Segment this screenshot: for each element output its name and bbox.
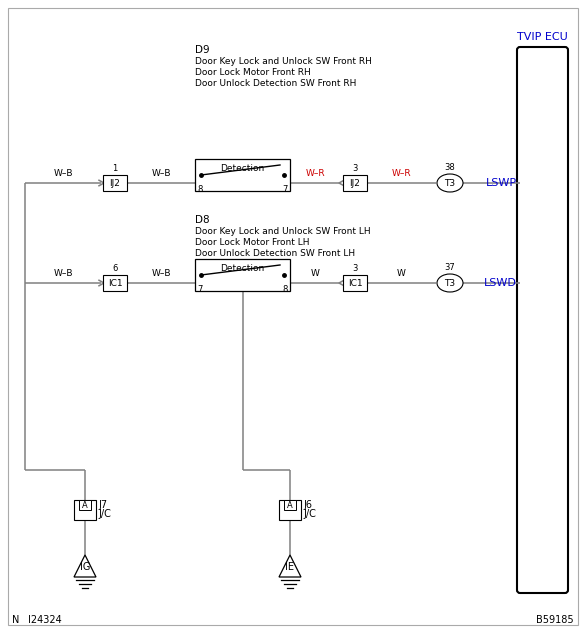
- Text: 8: 8: [197, 185, 202, 194]
- Text: W–R: W–R: [391, 169, 411, 178]
- Text: LSWD: LSWD: [484, 278, 517, 288]
- Text: W: W: [397, 269, 406, 278]
- Text: LSWP: LSWP: [486, 178, 517, 188]
- Text: Door Lock Motor Front RH: Door Lock Motor Front RH: [195, 68, 311, 77]
- Text: IJ2: IJ2: [350, 179, 360, 187]
- Text: W: W: [311, 269, 320, 278]
- Text: T3: T3: [444, 179, 455, 187]
- Text: A: A: [287, 501, 293, 510]
- Bar: [343, 275, 367, 291]
- Text: D8: D8: [195, 215, 210, 225]
- Text: T3: T3: [444, 279, 455, 287]
- Text: Door Key Lock and Unlock SW Front RH: Door Key Lock and Unlock SW Front RH: [195, 57, 372, 66]
- Text: Detection: Detection: [220, 264, 265, 273]
- Bar: [343, 175, 367, 191]
- Text: W–B: W–B: [151, 269, 171, 278]
- Text: IC1: IC1: [347, 279, 362, 287]
- Text: Detection: Detection: [220, 164, 265, 173]
- Bar: [74, 500, 96, 520]
- Text: W–R: W–R: [306, 169, 325, 178]
- FancyBboxPatch shape: [517, 47, 568, 593]
- Text: 7: 7: [197, 285, 202, 294]
- Bar: [79, 500, 91, 510]
- Text: 3: 3: [352, 264, 357, 273]
- Text: Door Unlock Detection SW Front LH: Door Unlock Detection SW Front LH: [195, 249, 355, 258]
- Text: J6: J6: [303, 500, 312, 510]
- Text: 37: 37: [445, 263, 455, 272]
- Text: IE: IE: [285, 562, 295, 572]
- Text: Door Key Lock and Unlock SW Front LH: Door Key Lock and Unlock SW Front LH: [195, 227, 370, 236]
- Ellipse shape: [437, 174, 463, 192]
- Text: J7: J7: [98, 500, 107, 510]
- Bar: [195, 259, 290, 291]
- Text: Door Unlock Detection SW Front RH: Door Unlock Detection SW Front RH: [195, 79, 356, 88]
- Text: TVIP ECU: TVIP ECU: [517, 32, 568, 42]
- Text: IG: IG: [80, 562, 90, 572]
- Text: 38: 38: [445, 163, 455, 172]
- Bar: [284, 500, 296, 510]
- Text: D9: D9: [195, 45, 210, 55]
- Text: 8: 8: [282, 285, 288, 294]
- Text: A: A: [82, 501, 88, 510]
- Bar: [103, 275, 127, 291]
- Text: 7: 7: [282, 185, 288, 194]
- Bar: [195, 159, 290, 191]
- Text: Door Lock Motor Front LH: Door Lock Motor Front LH: [195, 238, 309, 247]
- Text: W–B: W–B: [53, 269, 73, 278]
- Text: 3: 3: [352, 164, 357, 173]
- Text: I24324: I24324: [28, 615, 62, 625]
- Text: J/C: J/C: [98, 509, 111, 519]
- Text: N: N: [12, 615, 19, 625]
- Text: 1: 1: [113, 164, 118, 173]
- Text: J/C: J/C: [303, 509, 316, 519]
- Text: IJ2: IJ2: [110, 179, 121, 187]
- Text: IC1: IC1: [108, 279, 122, 287]
- Text: W–B: W–B: [53, 169, 73, 178]
- Text: 6: 6: [113, 264, 118, 273]
- Ellipse shape: [437, 274, 463, 292]
- Bar: [279, 500, 301, 520]
- Bar: [103, 175, 127, 191]
- Text: W–B: W–B: [151, 169, 171, 178]
- Text: B59185: B59185: [536, 615, 574, 625]
